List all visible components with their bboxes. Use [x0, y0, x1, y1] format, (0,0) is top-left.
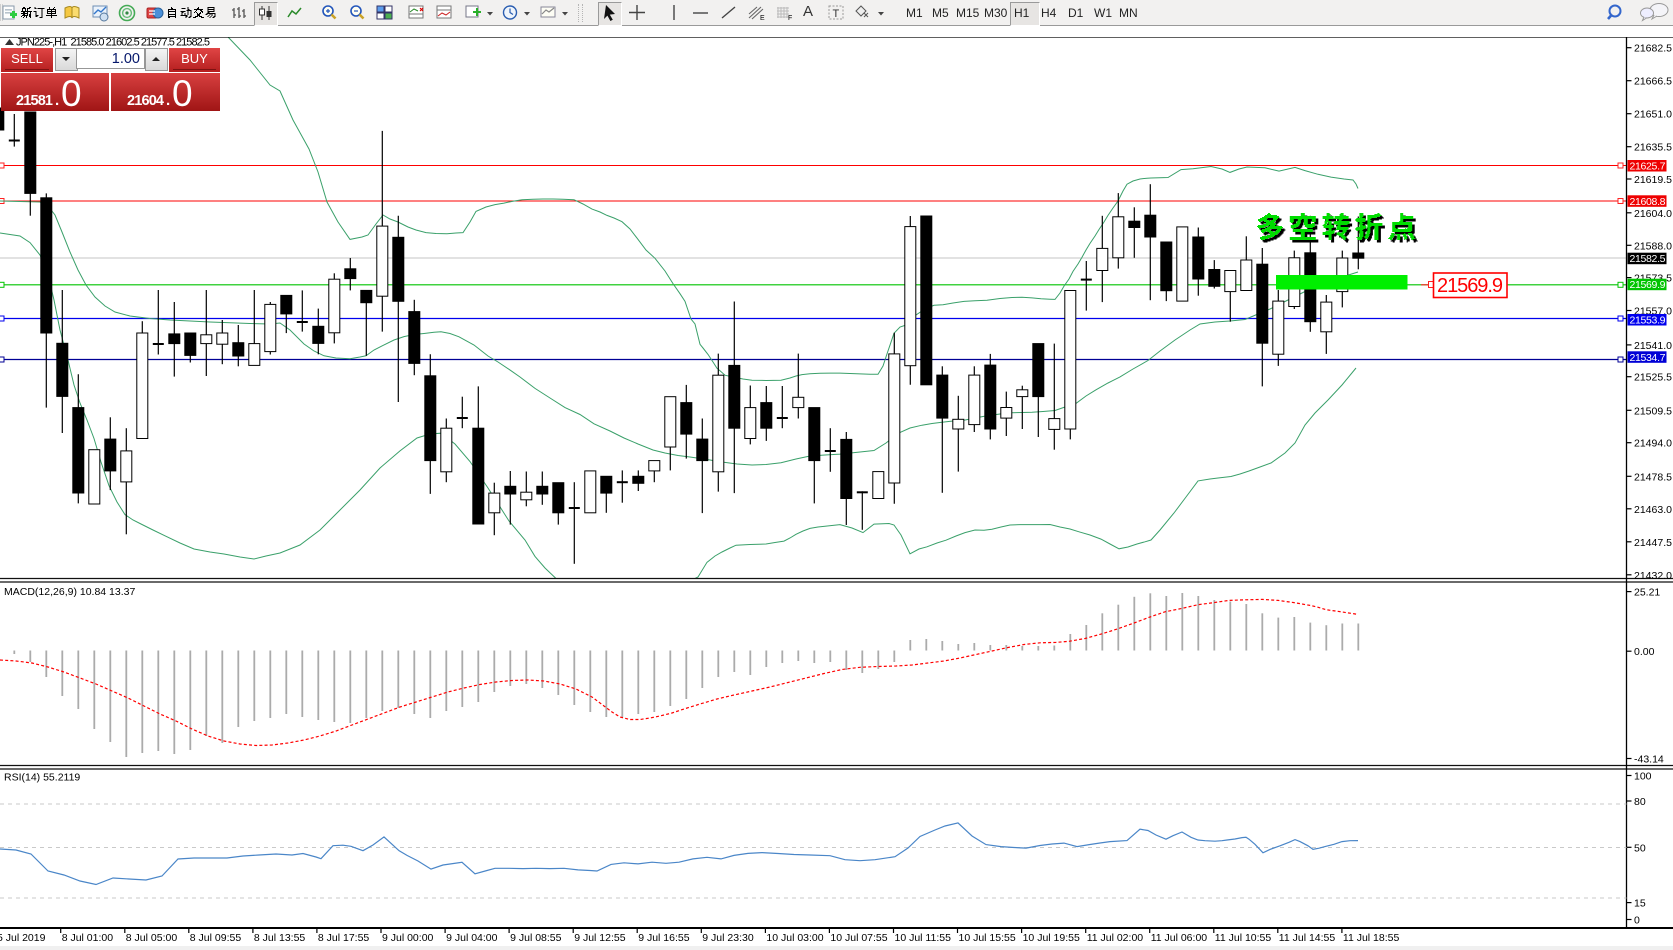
- svg-text:21608.8: 21608.8: [1630, 196, 1666, 208]
- svg-text:21569.9: 21569.9: [1630, 279, 1666, 291]
- svg-text:JPN225-,H1 21585.0 21602.5 21: JPN225-,H1 21585.0 21602.5 21577.5 21582…: [16, 37, 210, 49]
- svg-text:21463.0: 21463.0: [1634, 504, 1672, 516]
- svg-text:21478.5: 21478.5: [1634, 471, 1672, 483]
- svg-text:21588.0: 21588.0: [1634, 240, 1672, 252]
- svg-text:9 Jul 23:30: 9 Jul 23:30: [702, 932, 754, 944]
- svg-text:11 Jul 14:55: 11 Jul 14:55: [1279, 932, 1336, 944]
- svg-text:5 Jul 2019: 5 Jul 2019: [0, 932, 46, 944]
- svg-text:8 Jul 05:00: 8 Jul 05:00: [126, 932, 178, 944]
- svg-text:0: 0: [61, 73, 82, 112]
- svg-text:21447.5: 21447.5: [1634, 537, 1672, 549]
- svg-text:0.00: 0.00: [1634, 646, 1655, 658]
- svg-text:21651.0: 21651.0: [1634, 109, 1672, 121]
- svg-text:9 Jul 04:00: 9 Jul 04:00: [446, 932, 498, 944]
- svg-text:21619.5: 21619.5: [1634, 174, 1672, 186]
- svg-text:9 Jul 12:55: 9 Jul 12:55: [574, 932, 626, 944]
- svg-text:21534.7: 21534.7: [1630, 352, 1666, 364]
- svg-text:21682.5: 21682.5: [1634, 43, 1672, 55]
- svg-text:11 Jul 10:55: 11 Jul 10:55: [1215, 932, 1272, 944]
- svg-text:21604: 21604: [127, 93, 164, 109]
- svg-text:MACD(12,26,9) 10.84 13.37: MACD(12,26,9) 10.84 13.37: [4, 586, 135, 598]
- svg-text:T: T: [833, 8, 840, 20]
- svg-text:21541.0: 21541.0: [1634, 340, 1672, 352]
- svg-text:-43.14: -43.14: [1634, 754, 1664, 766]
- svg-text:10 Jul 07:55: 10 Jul 07:55: [830, 932, 887, 944]
- svg-text:8 Jul 13:55: 8 Jul 13:55: [254, 932, 306, 944]
- svg-text:100: 100: [1634, 771, 1652, 783]
- svg-text:.: .: [55, 92, 59, 109]
- svg-text:E: E: [760, 15, 765, 22]
- svg-text:10 Jul 03:00: 10 Jul 03:00: [766, 932, 823, 944]
- svg-text:8 Jul 09:55: 8 Jul 09:55: [190, 932, 242, 944]
- svg-text:15: 15: [1634, 898, 1646, 910]
- svg-text:.: .: [166, 92, 170, 109]
- svg-text:21553.9: 21553.9: [1630, 315, 1666, 327]
- svg-text:F: F: [788, 15, 792, 22]
- svg-text:21525.5: 21525.5: [1634, 372, 1672, 384]
- svg-text:11 Jul 18:55: 11 Jul 18:55: [1343, 932, 1400, 944]
- svg-text:21581: 21581: [16, 93, 53, 109]
- svg-text:10 Jul 19:55: 10 Jul 19:55: [1023, 932, 1080, 944]
- svg-text:10 Jul 11:55: 10 Jul 11:55: [895, 932, 952, 944]
- svg-text:8 Jul 01:00: 8 Jul 01:00: [62, 932, 114, 944]
- svg-text:RSI(14) 55.2119: RSI(14) 55.2119: [4, 772, 80, 784]
- svg-text:25.21: 25.21: [1634, 587, 1660, 599]
- svg-text:10 Jul 15:55: 10 Jul 15:55: [959, 932, 1016, 944]
- svg-text:21604.0: 21604.0: [1634, 208, 1672, 220]
- svg-text:21569.9: 21569.9: [1437, 275, 1503, 297]
- svg-text:50: 50: [1634, 842, 1646, 854]
- svg-text:11 Jul 06:00: 11 Jul 06:00: [1151, 932, 1208, 944]
- svg-text:8 Jul 17:55: 8 Jul 17:55: [318, 932, 370, 944]
- svg-text:21666.5: 21666.5: [1634, 76, 1672, 88]
- svg-text:21494.0: 21494.0: [1634, 438, 1672, 450]
- svg-text:9 Jul 00:00: 9 Jul 00:00: [382, 932, 434, 944]
- svg-text:21509.5: 21509.5: [1634, 405, 1672, 417]
- svg-text:21432.0: 21432.0: [1634, 570, 1672, 582]
- svg-text:9 Jul 08:55: 9 Jul 08:55: [510, 932, 562, 944]
- svg-text:0: 0: [1634, 915, 1640, 927]
- svg-text:21635.5: 21635.5: [1634, 142, 1672, 154]
- svg-text:0: 0: [172, 73, 193, 112]
- svg-text:9 Jul 16:55: 9 Jul 16:55: [638, 932, 690, 944]
- svg-text:21582.5: 21582.5: [1630, 253, 1666, 265]
- svg-text:21625.7: 21625.7: [1630, 161, 1666, 173]
- svg-text:80: 80: [1634, 796, 1646, 808]
- svg-text:11 Jul 02:00: 11 Jul 02:00: [1087, 932, 1144, 944]
